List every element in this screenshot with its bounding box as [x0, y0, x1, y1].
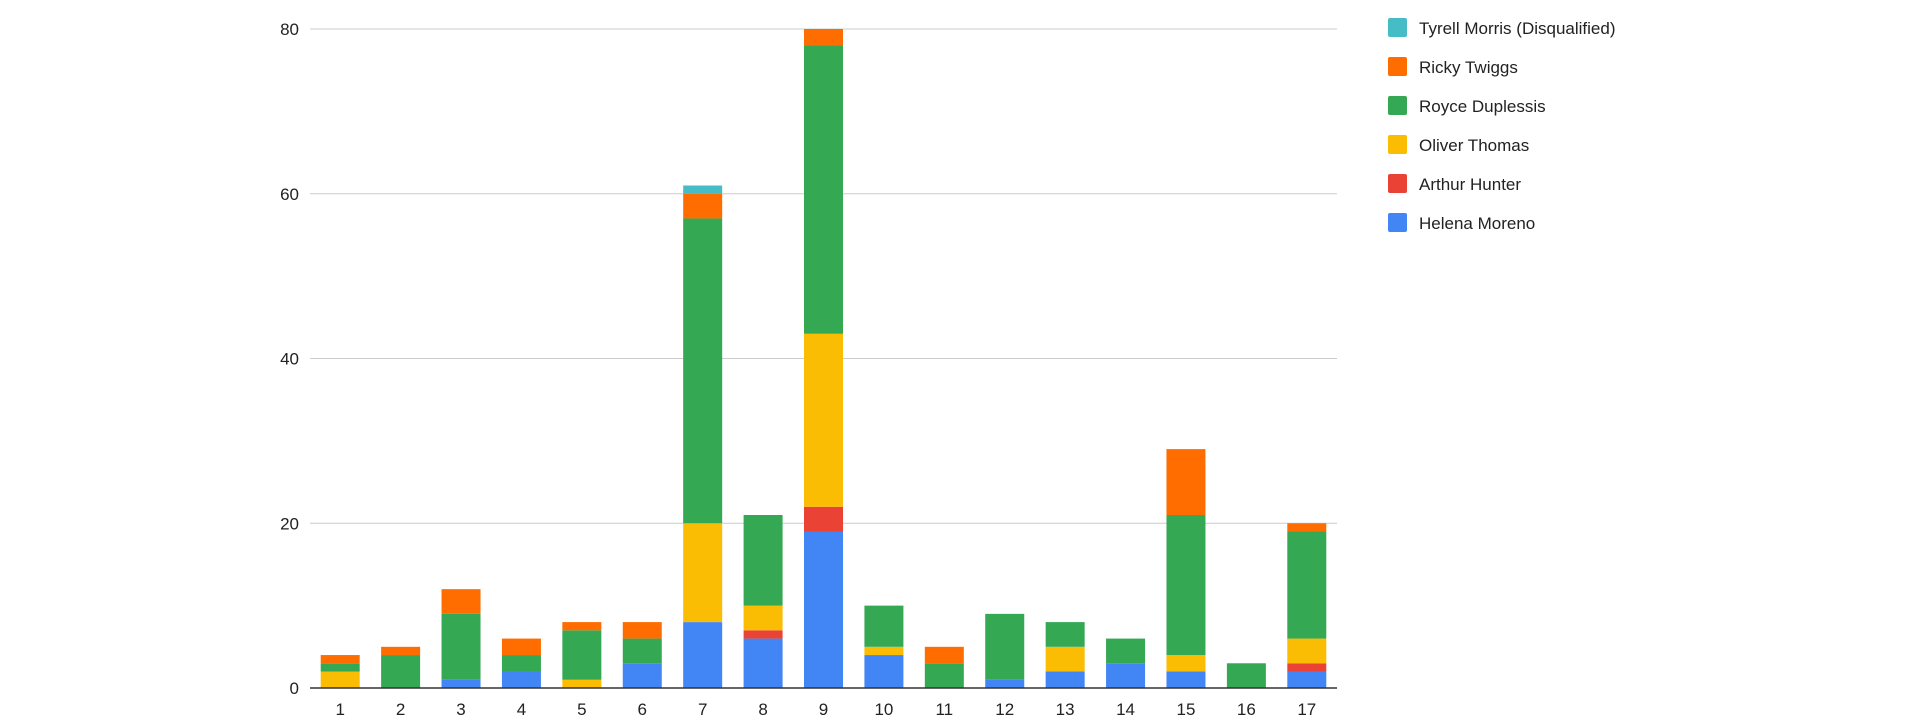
- bar-segment-helena-moreno-9: [804, 531, 843, 688]
- legend-label: Helena Moreno: [1419, 214, 1535, 233]
- bar-segment-helena-moreno-14: [1106, 663, 1146, 688]
- bar-segment-helena-moreno-6: [622, 663, 662, 688]
- legend-label: Royce Duplessis: [1419, 97, 1546, 116]
- bar-segment-arthur-hunter-8: [743, 630, 783, 639]
- x-tick-label: 17: [1297, 700, 1316, 719]
- x-tick-label: 2: [396, 700, 405, 719]
- bar-segment-oliver-thomas-17: [1287, 638, 1327, 664]
- bar-segment-ricky-twiggs-1: [320, 655, 360, 664]
- bar-segment-royce-duplessis-14: [1106, 638, 1146, 664]
- bar-segment-ricky-twiggs-9: [804, 29, 843, 46]
- x-tick-label: 1: [335, 700, 344, 719]
- bar-segment-ricky-twiggs-5: [562, 622, 602, 631]
- bar-segment-helena-moreno-7: [683, 622, 723, 688]
- bar-segment-royce-duplessis-7: [683, 218, 723, 524]
- bars: [320, 29, 1327, 688]
- y-tick-label: 40: [280, 350, 299, 369]
- bar-segment-helena-moreno-8: [743, 638, 783, 688]
- bar-segment-ricky-twiggs-2: [381, 646, 421, 656]
- legend-swatch: [1388, 135, 1407, 154]
- x-axis-ticks: 1 2 3 4 5 6 7 8 9 10 11 12 13 14 15 16 17: [335, 700, 1316, 719]
- bar-segment-royce-duplessis-6: [622, 638, 662, 664]
- x-tick-label: 11: [935, 700, 953, 719]
- legend-swatch: [1388, 57, 1407, 76]
- bar-segment-helena-moreno-10: [864, 655, 904, 688]
- y-tick-label: 20: [280, 514, 299, 533]
- bar-segment-helena-moreno-15: [1166, 671, 1206, 688]
- bar-segment-helena-moreno-17: [1287, 671, 1327, 688]
- bar-segment-helena-moreno-13: [1045, 671, 1085, 688]
- x-tick-label: 14: [1116, 700, 1135, 719]
- legend-swatch: [1388, 174, 1407, 193]
- legend-item: Royce Duplessis: [1388, 96, 1546, 116]
- legend-item: Arthur Hunter: [1388, 174, 1521, 194]
- legend-item: Tyrell Morris (Disqualified): [1388, 18, 1615, 38]
- bar-segment-oliver-thomas-7: [683, 523, 723, 623]
- bar-segment-ricky-twiggs-6: [622, 622, 662, 639]
- bar-segment-oliver-thomas-15: [1166, 655, 1206, 672]
- x-tick-label: 4: [517, 700, 526, 719]
- bar-segment-royce-duplessis-1: [320, 663, 360, 672]
- bar-segment-royce-duplessis-3: [441, 613, 481, 680]
- x-tick-label: 8: [758, 700, 767, 719]
- bar-segment-tyrell-morris-disqualified-7: [683, 185, 723, 194]
- bar-segment-helena-moreno-4: [501, 671, 541, 688]
- bar-segment-royce-duplessis-12: [985, 613, 1025, 680]
- bar-segment-ricky-twiggs-3: [441, 589, 481, 614]
- x-tick-label: 5: [577, 700, 586, 719]
- x-tick-label: 12: [995, 700, 1014, 719]
- x-tick-label: 16: [1237, 700, 1256, 719]
- bar-segment-oliver-thomas-10: [864, 646, 904, 656]
- bar-segment-helena-moreno-12: [985, 679, 1025, 688]
- bar-segment-royce-duplessis-15: [1166, 515, 1206, 656]
- bar-segment-ricky-twiggs-15: [1166, 449, 1206, 516]
- legend-label: Ricky Twiggs: [1419, 58, 1518, 77]
- bar-segment-royce-duplessis-13: [1045, 622, 1085, 647]
- x-tick-label: 13: [1056, 700, 1075, 719]
- bar-segment-royce-duplessis-4: [501, 655, 541, 672]
- legend-swatch: [1388, 96, 1407, 115]
- y-axis-ticks: 0 20 40 60 80: [280, 20, 299, 698]
- bar-segment-ricky-twiggs-11: [924, 646, 964, 664]
- x-tick-label: 10: [874, 700, 893, 719]
- bar-segment-ricky-twiggs-7: [683, 193, 723, 219]
- bar-segment-arthur-hunter-17: [1287, 663, 1327, 672]
- bar-segment-oliver-thomas-5: [562, 679, 602, 688]
- x-tick-label: 6: [638, 700, 647, 719]
- x-tick-label: 7: [698, 700, 707, 719]
- bar-segment-royce-duplessis-11: [924, 663, 964, 688]
- legend-swatch: [1388, 18, 1407, 37]
- bar-segment-royce-duplessis-10: [864, 605, 904, 647]
- x-tick-label: 9: [819, 700, 828, 719]
- y-tick-label: 0: [290, 679, 299, 698]
- bar-segment-ricky-twiggs-4: [501, 638, 541, 656]
- bar-segment-arthur-hunter-9: [804, 506, 843, 532]
- bar-segment-oliver-thomas-9: [804, 333, 843, 507]
- bar-segment-royce-duplessis-2: [381, 655, 421, 688]
- legend-label: Tyrell Morris (Disqualified): [1419, 19, 1615, 38]
- legend: Tyrell Morris (Disqualified) Ricky Twiggs…: [1388, 18, 1615, 233]
- legend-item: Ricky Twiggs: [1388, 57, 1518, 77]
- bar-segment-helena-moreno-3: [441, 679, 481, 688]
- x-tick-label: 15: [1177, 700, 1196, 719]
- y-tick-label: 60: [280, 185, 299, 204]
- bar-segment-royce-duplessis-17: [1287, 531, 1327, 639]
- legend-item: Oliver Thomas: [1388, 135, 1529, 155]
- legend-item: Helena Moreno: [1388, 213, 1535, 233]
- x-tick-label: 3: [456, 700, 465, 719]
- legend-label: Arthur Hunter: [1419, 175, 1521, 194]
- bar-segment-royce-duplessis-16: [1226, 663, 1266, 688]
- y-tick-label: 80: [280, 20, 299, 39]
- bar-segment-ricky-twiggs-17: [1287, 523, 1327, 532]
- legend-label: Oliver Thomas: [1419, 136, 1529, 155]
- bar-segment-royce-duplessis-8: [743, 515, 783, 606]
- bar-segment-oliver-thomas-1: [320, 671, 360, 688]
- legend-swatch: [1388, 213, 1407, 232]
- bar-segment-royce-duplessis-5: [562, 630, 602, 680]
- bar-segment-royce-duplessis-9: [804, 45, 843, 334]
- bar-segment-oliver-thomas-8: [743, 605, 783, 631]
- bar-segment-oliver-thomas-13: [1045, 646, 1085, 672]
